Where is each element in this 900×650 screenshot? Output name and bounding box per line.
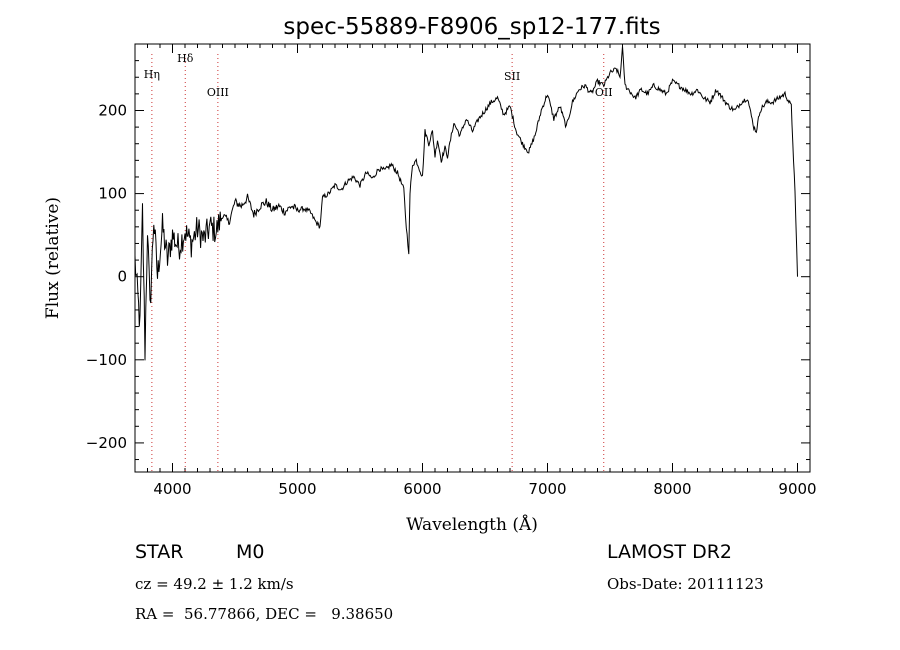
object-subclass: M0 <box>236 541 265 563</box>
y-tick-label: −200 <box>86 434 127 452</box>
plot-frame <box>134 43 811 473</box>
coordinates: RA = 56.77866, DEC = 9.38650 <box>135 605 394 623</box>
y-tick-label: −100 <box>86 351 127 369</box>
marker-label: Hη <box>144 68 160 81</box>
x-tick-label: 5000 <box>278 480 316 498</box>
x-tick-label: 4000 <box>153 480 191 498</box>
y-axis: −200 −100 0 100 200 <box>86 60 810 461</box>
x-tick-label: 7000 <box>528 480 566 498</box>
y-tick-label: 0 <box>117 268 127 286</box>
marker-label: OII <box>595 86 613 99</box>
x-axis-label: Wavelength (Å) <box>406 514 538 535</box>
x-tick-label: 6000 <box>403 480 441 498</box>
spectrum-line <box>134 46 798 361</box>
chart-title: spec-55889-F8906_sp12-177.fits <box>283 14 660 40</box>
observation-date: Obs-Date: 20111123 <box>607 575 764 593</box>
object-class: STAR <box>135 541 184 563</box>
x-tick-label: 9000 <box>778 480 816 498</box>
line-markers: Hη Hδ OIII SII OII <box>144 52 613 472</box>
y-axis-label: Flux (relative) <box>43 197 63 319</box>
marker-label: OIII <box>207 86 229 99</box>
survey-name: LAMOST DR2 <box>607 541 732 563</box>
marker-label: SII <box>504 70 520 83</box>
y-tick-label: 100 <box>98 185 127 203</box>
y-tick-label: 200 <box>98 101 127 119</box>
marker-label: Hδ <box>177 52 194 65</box>
x-tick-label: 8000 <box>653 480 691 498</box>
redshift-cz: cz = 49.2 ± 1.2 km/s <box>135 575 294 593</box>
x-axis: 4000 5000 6000 7000 8000 9000 <box>147 44 817 498</box>
